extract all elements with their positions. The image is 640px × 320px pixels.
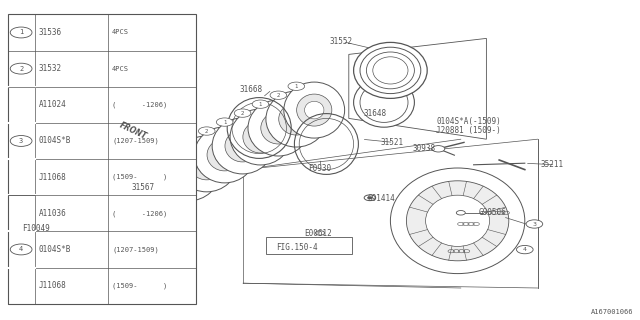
Text: FIG.150-4: FIG.150-4 [276, 243, 318, 252]
Text: A11036: A11036 [38, 209, 66, 218]
Text: (      -1206): ( -1206) [112, 210, 167, 217]
Text: 31552: 31552 [330, 37, 353, 46]
Text: 0104S*B: 0104S*B [38, 136, 71, 146]
Ellipse shape [243, 121, 278, 153]
Ellipse shape [372, 57, 408, 84]
Text: 31521: 31521 [381, 138, 404, 147]
Ellipse shape [215, 146, 234, 164]
Ellipse shape [248, 100, 308, 156]
Text: G90506: G90506 [479, 208, 506, 217]
Text: J20881 (1509-): J20881 (1509-) [436, 126, 501, 135]
Ellipse shape [354, 78, 415, 127]
Circle shape [432, 146, 445, 152]
Ellipse shape [179, 164, 198, 182]
Text: 1: 1 [259, 102, 262, 107]
Circle shape [10, 244, 32, 255]
Circle shape [288, 82, 305, 91]
Text: 31567: 31567 [131, 183, 154, 192]
Circle shape [270, 91, 287, 99]
Ellipse shape [360, 47, 421, 93]
Circle shape [456, 211, 465, 215]
Ellipse shape [225, 130, 260, 162]
Circle shape [252, 100, 269, 108]
Text: 4: 4 [523, 247, 527, 252]
Ellipse shape [212, 118, 273, 174]
Circle shape [198, 127, 215, 135]
Circle shape [216, 118, 233, 126]
Text: 3: 3 [532, 221, 536, 227]
Ellipse shape [366, 52, 415, 89]
Text: J11068: J11068 [38, 172, 66, 182]
Text: 2: 2 [19, 66, 23, 72]
Text: 0104S*B: 0104S*B [38, 245, 71, 254]
Ellipse shape [426, 195, 490, 246]
Text: 1: 1 [223, 120, 227, 124]
Text: (1509-      ): (1509- ) [112, 174, 167, 180]
Ellipse shape [297, 94, 332, 126]
Circle shape [364, 195, 376, 201]
Ellipse shape [197, 155, 216, 173]
Ellipse shape [176, 136, 237, 192]
Ellipse shape [390, 168, 525, 274]
Circle shape [516, 245, 533, 254]
Text: (1207-1509): (1207-1509) [112, 138, 159, 144]
Ellipse shape [261, 112, 296, 144]
Circle shape [367, 196, 372, 199]
Ellipse shape [233, 137, 252, 155]
Text: 4PCS: 4PCS [112, 66, 129, 72]
Text: (1207-1509): (1207-1509) [112, 246, 159, 253]
Text: FRONT: FRONT [118, 121, 148, 141]
Ellipse shape [279, 103, 314, 135]
Ellipse shape [406, 181, 509, 261]
Text: G91414: G91414 [368, 194, 396, 203]
Text: (1509-      ): (1509- ) [112, 282, 167, 289]
Circle shape [10, 136, 32, 147]
Bar [266, 237, 352, 254]
Circle shape [526, 220, 543, 228]
Text: 31668: 31668 [240, 85, 263, 94]
Text: (      -1206): ( -1206) [112, 101, 167, 108]
Text: 31648: 31648 [364, 109, 387, 118]
Ellipse shape [195, 127, 255, 183]
Ellipse shape [305, 101, 324, 119]
Ellipse shape [230, 109, 291, 165]
Text: F0930: F0930 [308, 164, 332, 172]
Text: 31536: 31536 [38, 28, 61, 37]
Circle shape [10, 63, 32, 74]
Circle shape [234, 109, 251, 117]
Text: 1: 1 [294, 84, 298, 89]
Circle shape [316, 231, 324, 235]
Ellipse shape [269, 119, 288, 137]
Ellipse shape [266, 91, 326, 147]
Ellipse shape [158, 145, 219, 201]
Text: 30938: 30938 [413, 144, 436, 153]
Ellipse shape [287, 110, 306, 128]
Ellipse shape [207, 139, 242, 171]
Ellipse shape [24, 197, 104, 270]
Text: E00612: E00612 [304, 229, 332, 238]
Ellipse shape [189, 148, 225, 180]
Ellipse shape [284, 82, 344, 138]
Ellipse shape [360, 83, 408, 123]
Text: J11068: J11068 [38, 281, 66, 290]
Ellipse shape [14, 189, 114, 278]
Ellipse shape [172, 157, 206, 189]
Text: A167001066: A167001066 [591, 309, 634, 315]
Text: 1: 1 [19, 29, 23, 36]
Text: 3: 3 [19, 138, 23, 144]
Text: 35211: 35211 [541, 160, 564, 169]
Text: 2: 2 [276, 93, 280, 98]
Text: 31532: 31532 [38, 64, 61, 73]
Circle shape [10, 27, 32, 38]
Text: 2: 2 [205, 129, 209, 133]
Text: A11024: A11024 [38, 100, 66, 109]
Bar [8, 14, 196, 304]
Ellipse shape [251, 128, 270, 146]
Text: 2: 2 [241, 111, 244, 116]
Text: F10049: F10049 [22, 224, 50, 233]
Ellipse shape [353, 43, 428, 99]
Text: 0104S*A(-1509): 0104S*A(-1509) [436, 117, 501, 126]
Text: 4PCS: 4PCS [112, 29, 129, 36]
Text: 4: 4 [19, 246, 23, 252]
